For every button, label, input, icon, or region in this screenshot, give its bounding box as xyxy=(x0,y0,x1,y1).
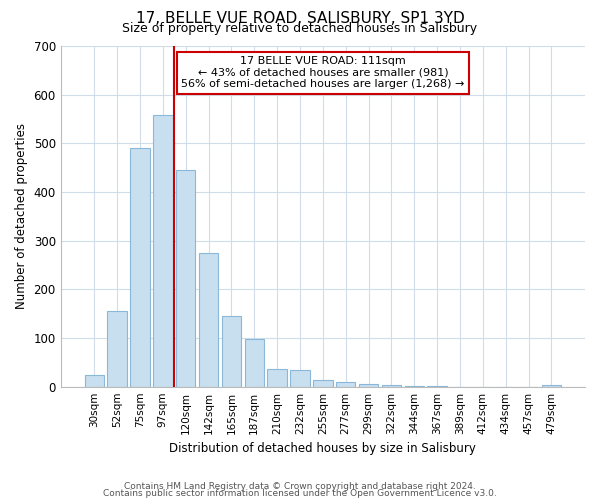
Bar xyxy=(85,374,104,386)
Text: 17 BELLE VUE ROAD: 111sqm
← 43% of detached houses are smaller (981)
56% of semi: 17 BELLE VUE ROAD: 111sqm ← 43% of detac… xyxy=(181,56,464,90)
Bar xyxy=(199,253,218,386)
Bar xyxy=(542,385,561,386)
Bar xyxy=(130,148,149,386)
Bar xyxy=(382,385,401,386)
Bar xyxy=(336,382,355,386)
Text: Contains HM Land Registry data © Crown copyright and database right 2024.: Contains HM Land Registry data © Crown c… xyxy=(124,482,476,491)
Bar xyxy=(290,370,310,386)
Text: Contains public sector information licensed under the Open Government Licence v3: Contains public sector information licen… xyxy=(103,489,497,498)
Bar xyxy=(245,340,264,386)
Bar xyxy=(107,311,127,386)
Y-axis label: Number of detached properties: Number of detached properties xyxy=(15,124,28,310)
Bar xyxy=(313,380,332,386)
Bar xyxy=(153,115,173,386)
Bar xyxy=(268,369,287,386)
Bar xyxy=(176,170,196,386)
Text: Size of property relative to detached houses in Salisbury: Size of property relative to detached ho… xyxy=(122,22,478,35)
Bar xyxy=(359,384,378,386)
Bar xyxy=(221,316,241,386)
Text: 17, BELLE VUE ROAD, SALISBURY, SP1 3YD: 17, BELLE VUE ROAD, SALISBURY, SP1 3YD xyxy=(136,11,464,26)
X-axis label: Distribution of detached houses by size in Salisbury: Distribution of detached houses by size … xyxy=(169,442,476,455)
